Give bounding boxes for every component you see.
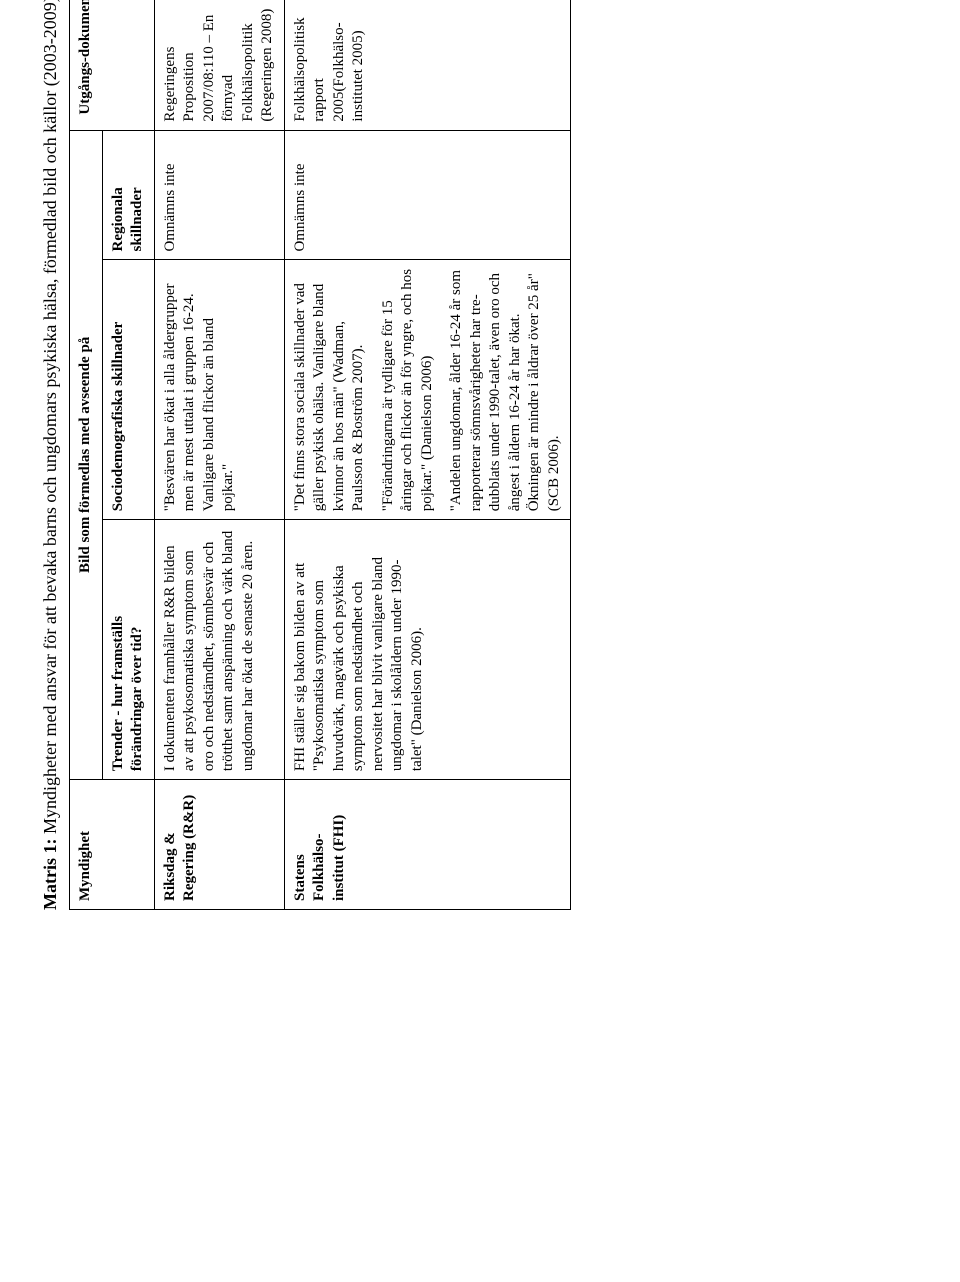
socio-item: "Andelen ungdomar, ålder 16-24 år som ra…	[447, 268, 564, 511]
cell-socio: "Det finns stora sociala skillnader vad …	[284, 260, 571, 520]
cell-utgang: Regeringens Proposition 2007/08:110 – En…	[154, 0, 284, 130]
caption-rest: Myndigheter med ansvar för att bevaka ba…	[40, 0, 60, 839]
cell-region: Omnämns inte	[284, 130, 571, 260]
socio-item: "Förändringarna är tydligare för 15 årin…	[379, 268, 438, 511]
header-utgang: Utgångs-dokument	[70, 0, 155, 130]
cell-myndighet: Riksdag & Regering (R&R)	[154, 780, 284, 910]
cell-region: Omnämns inte	[154, 130, 284, 260]
matrix-table: Myndighet Bild som förmedlas med avseend…	[69, 0, 571, 910]
table-row: Statens Folkhälso-institut (FHI) FHI stä…	[284, 0, 571, 910]
cell-trender: I dokumenten framhåller R&R bilden av at…	[154, 520, 284, 780]
caption-bold: Matris 1:	[40, 839, 60, 910]
header-row-1: Myndighet Bild som förmedlas med avseend…	[70, 0, 103, 910]
cell-myndighet: Statens Folkhälso-institut (FHI)	[284, 780, 571, 910]
header-myndighet: Myndighet	[70, 780, 155, 910]
socio-item: "Det finns stora sociala skillnader vad …	[291, 268, 369, 511]
cell-socio: "Besvären har ökat i alla åldergrupper m…	[154, 260, 284, 520]
header-trender: Trender - hur framställs förändringar öv…	[102, 520, 154, 780]
table-caption: Matris 1: Myndigheter med ansvar för att…	[40, 0, 61, 910]
header-row-2: Trender - hur framställs förändringar öv…	[102, 0, 154, 910]
table-row: Riksdag & Regering (R&R) I dokumenten fr…	[154, 0, 284, 910]
header-bild-group: Bild som förmedlas med avseende på	[70, 130, 103, 780]
cell-trender: FHI ställer sig bakom bilden av att "Psy…	[284, 520, 571, 780]
header-socio: Sociodemografiska skillnader	[102, 260, 154, 520]
header-region: Regionala skillnader	[102, 130, 154, 260]
cell-utgang: Folkhälsopolitisk rapport 2005(Folkhälso…	[284, 0, 571, 130]
